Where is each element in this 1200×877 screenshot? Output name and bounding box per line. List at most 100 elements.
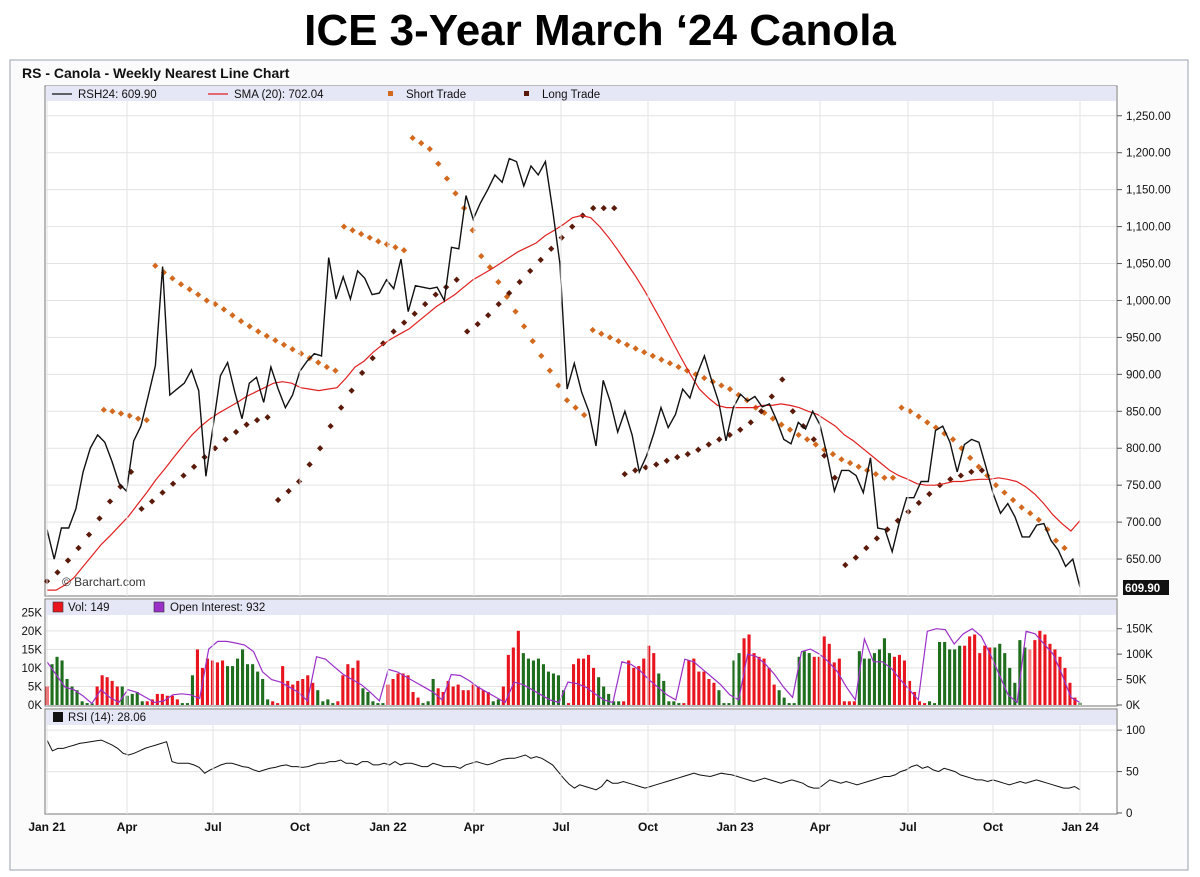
short-trade-marker [1035,516,1042,524]
volume-right-tick-label: 100K [1126,649,1153,661]
volume-bar [536,658,540,705]
volume-bar [877,649,881,705]
x-tick-label: Jul [899,820,916,834]
volume-bar [637,666,641,705]
volume-bar [592,667,596,705]
legend-short-label: Short Trade [406,89,466,101]
volume-bar [602,686,606,705]
volume-bar [466,690,470,705]
price-tick-label: 950.00 [1126,332,1161,344]
rsi-panel: RSI (14): 28.06 100 50 0 [44,708,1145,820]
volume-bar [612,701,616,705]
x-tick-label: Jan 21 [28,820,66,834]
rsi-tick-label: 100 [1126,725,1145,737]
legend-long-label: Long Trade [542,89,600,101]
volume-bar [246,664,250,705]
volume-bar [170,695,174,705]
volume-bar [271,701,275,705]
volume-bar [1028,649,1032,705]
volume-bar [587,654,591,705]
page-title: ICE 3-Year March ‘24 Canola [304,6,896,55]
volume-bar [471,684,475,705]
volume-bar [792,703,796,705]
volume-bar [717,690,721,705]
volume-bar [551,673,555,705]
rsi-tick-label: 50 [1126,767,1139,779]
short-trade-marker [203,297,210,304]
volume-bar [752,653,756,705]
long-trade-marker [737,426,744,433]
volume-bar [366,692,370,705]
watermark: © Barchart.com [62,575,146,589]
short-trade-marker [812,441,819,448]
volume-bar [175,699,179,705]
volume-bar [797,656,801,705]
long-trade-marker [968,468,975,475]
long-trade-marker [926,490,933,498]
long-trade-marker [653,461,660,468]
volume-bar [667,701,671,705]
long-trade-marker [422,301,429,308]
volume-bar [802,651,806,705]
volume-bar [562,690,566,705]
volume-bar [326,699,330,705]
volume-bar [948,649,952,705]
volume-bar [321,701,325,705]
volume-bar [722,703,726,705]
volume-bar [712,682,716,706]
long-trade-marker [789,408,796,415]
volume-bar [897,654,901,705]
volume-bar [872,653,876,705]
volume-bar [55,656,59,705]
x-tick-label: Jul [204,820,221,834]
long-trade-marker [957,472,964,479]
volume-bar [697,671,701,705]
long-trade-marker [495,301,502,308]
volume-bar [526,658,530,705]
volume-bar [1033,640,1037,705]
price-tick-label: 1,000.00 [1126,295,1171,307]
rsi-tick-label: 0 [1126,808,1132,820]
volume-bar [160,693,164,705]
short-trade-marker [769,415,776,422]
volume-bar [882,638,886,706]
volume-bar [913,692,917,705]
price-panel: RSH24: 609.90 SMA (20): 702.04 Short Tra… [43,85,1171,597]
volume-bar [241,649,245,705]
price-tick-label: 750.00 [1126,480,1161,492]
volume-bar [381,703,385,705]
volume-bar [847,701,851,705]
x-tick-label: Apr [810,820,831,834]
chart-title: RS - Canola - Weekly Nearest Line Chart [22,65,290,81]
long-trade-marker [747,419,754,426]
volume-bar [762,658,766,705]
volume-bar [852,701,856,705]
volume-bar [346,664,350,705]
volume-bar [90,703,94,705]
long-trade-marker [758,408,765,415]
volume-bar [577,658,581,705]
volume-bar [486,692,490,705]
volume-bar [908,680,912,705]
long-trade-marker [873,535,880,542]
volume-bar [501,686,505,705]
volume-left-tick-label: 15K [22,644,43,656]
volume-bar [336,701,340,705]
last-price-label: 609.90 [1125,583,1160,595]
volume-bar [632,667,636,705]
long-trade-marker [663,457,670,464]
long-trade-marker [779,376,786,383]
volume-bar [65,679,69,705]
volume-bar [421,703,425,705]
volume-bar [953,649,957,705]
volume-plot-area [44,598,1118,707]
volume-bar [50,664,54,705]
volume-bar [306,675,310,705]
long-trade-marker [453,276,460,283]
volume-bar [943,642,947,705]
price-tick-label: 700.00 [1126,517,1161,529]
volume-bar [938,642,942,705]
volume-bar [692,658,696,705]
volume-bar [1023,647,1027,705]
short-trade-marker [786,426,794,433]
